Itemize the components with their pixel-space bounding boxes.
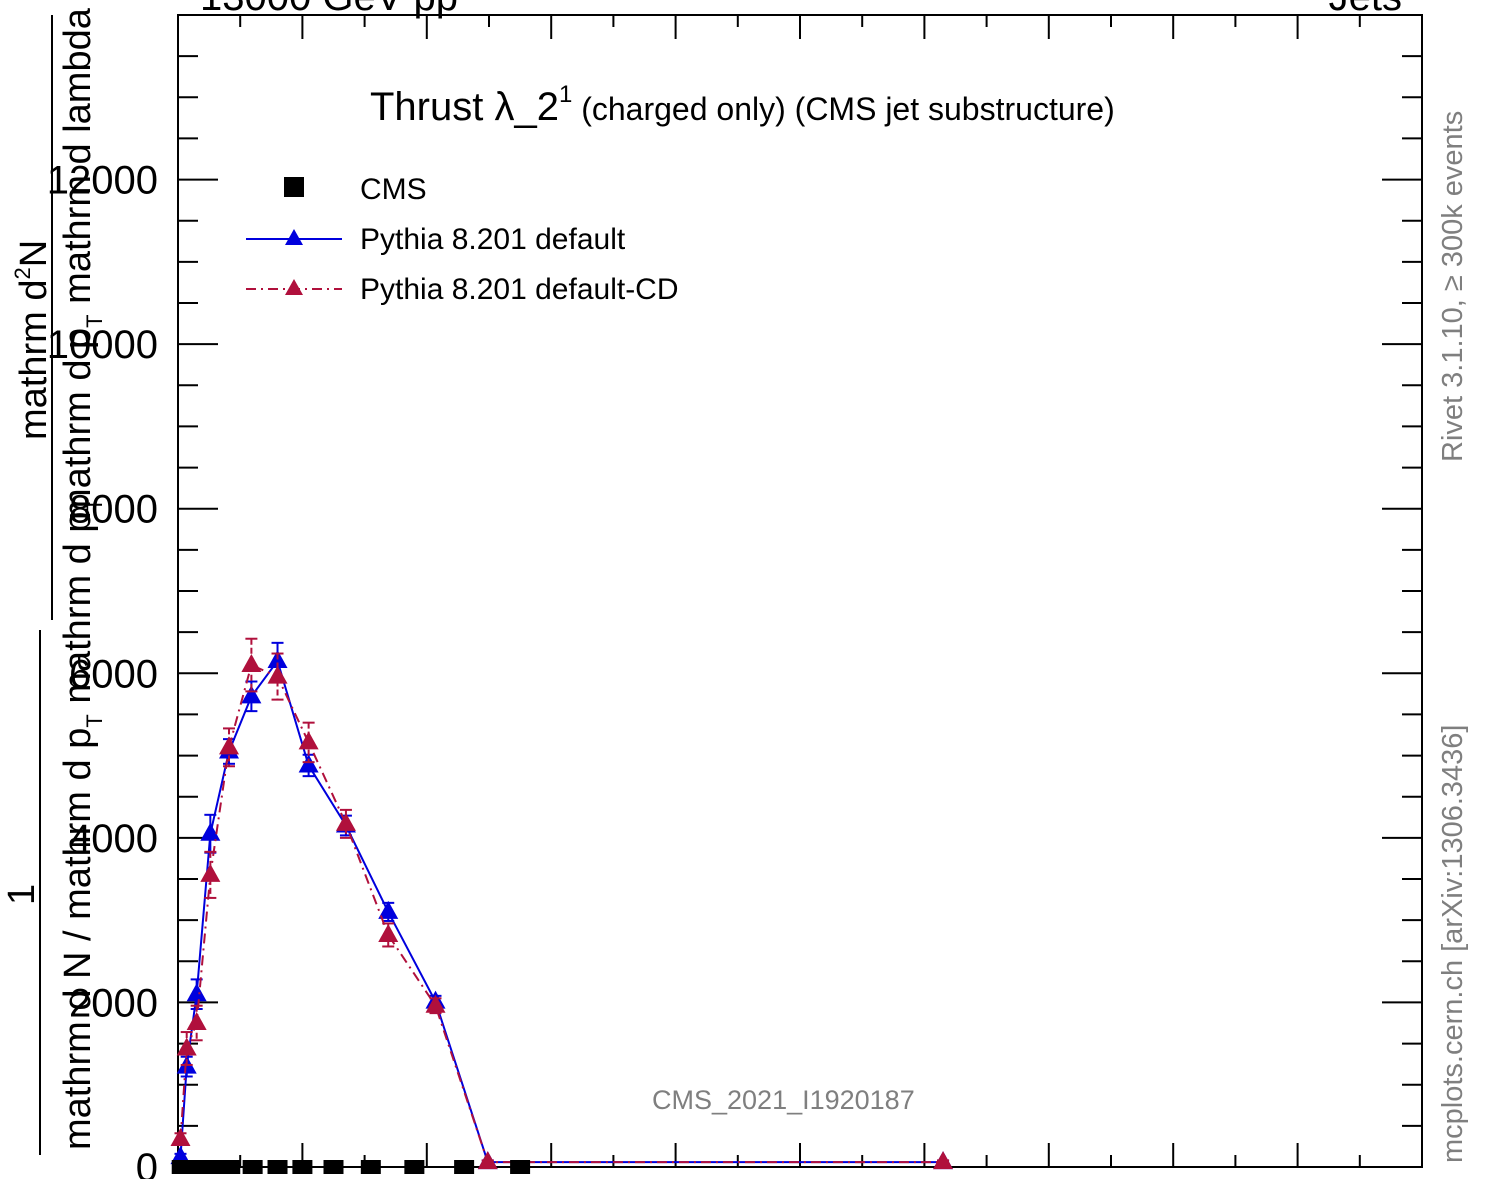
- header-left: 13000 GeV pp: [200, 0, 458, 19]
- data-point-triangle: [200, 864, 220, 882]
- chart-title-rest: (charged only) (CMS jet substructure): [572, 91, 1114, 127]
- data-point-triangle: [187, 1012, 207, 1030]
- header-right: Jets: [1329, 0, 1402, 19]
- data-point-square: [268, 1160, 288, 1174]
- data-point-triangle: [933, 1151, 953, 1169]
- data-point-triangle: [219, 736, 239, 754]
- legend: CMS Pythia 8.201 default Pythia 8.201 de…: [246, 173, 679, 306]
- chart-title: Thrust λ_21 (charged only) (CMS jet subs…: [370, 81, 1115, 129]
- data-point-triangle: [268, 666, 288, 684]
- data-point-square: [243, 1160, 263, 1174]
- legend-marker-default: [285, 229, 303, 245]
- data-point-square: [510, 1160, 530, 1174]
- data-point-square: [404, 1160, 424, 1174]
- data-point-triangle: [187, 983, 207, 1001]
- y-tick-label: 0: [136, 1146, 158, 1179]
- analysis-watermark: CMS_2021_I1920187: [652, 1085, 915, 1115]
- legend-label-cms: CMS: [360, 173, 427, 206]
- legend-marker-default-cd: [285, 279, 303, 295]
- side-label-top: Rivet 3.1.10, ≥ 300k events: [1437, 111, 1469, 462]
- data-point-square: [454, 1160, 474, 1174]
- side-label-bottom: mcplots.cern.ch [arXiv:1306.3436]: [1437, 725, 1469, 1163]
- chart-title-sup: 1: [559, 81, 572, 108]
- data-point-square: [220, 1160, 240, 1174]
- data-point-triangle: [241, 654, 261, 672]
- chart-title-main: Thrust λ_2: [370, 85, 559, 129]
- data-point-square: [292, 1160, 312, 1174]
- data-point-square: [361, 1160, 381, 1174]
- legend-marker-cms: [284, 177, 304, 197]
- data-point-triangle: [478, 1151, 498, 1169]
- legend-label-default-cd: Pythia 8.201 default-CD: [360, 273, 679, 306]
- y-label-numerator: mathrm d2N: [10, 240, 55, 440]
- data-point-triangle: [170, 1128, 190, 1146]
- y-label-denominator: mathrm d pT mathrm d lambda: [57, 7, 107, 520]
- y-label-prefix-numerator: 1: [1, 884, 43, 905]
- data-point-square: [324, 1160, 344, 1174]
- legend-label-default: Pythia 8.201 default: [360, 223, 626, 256]
